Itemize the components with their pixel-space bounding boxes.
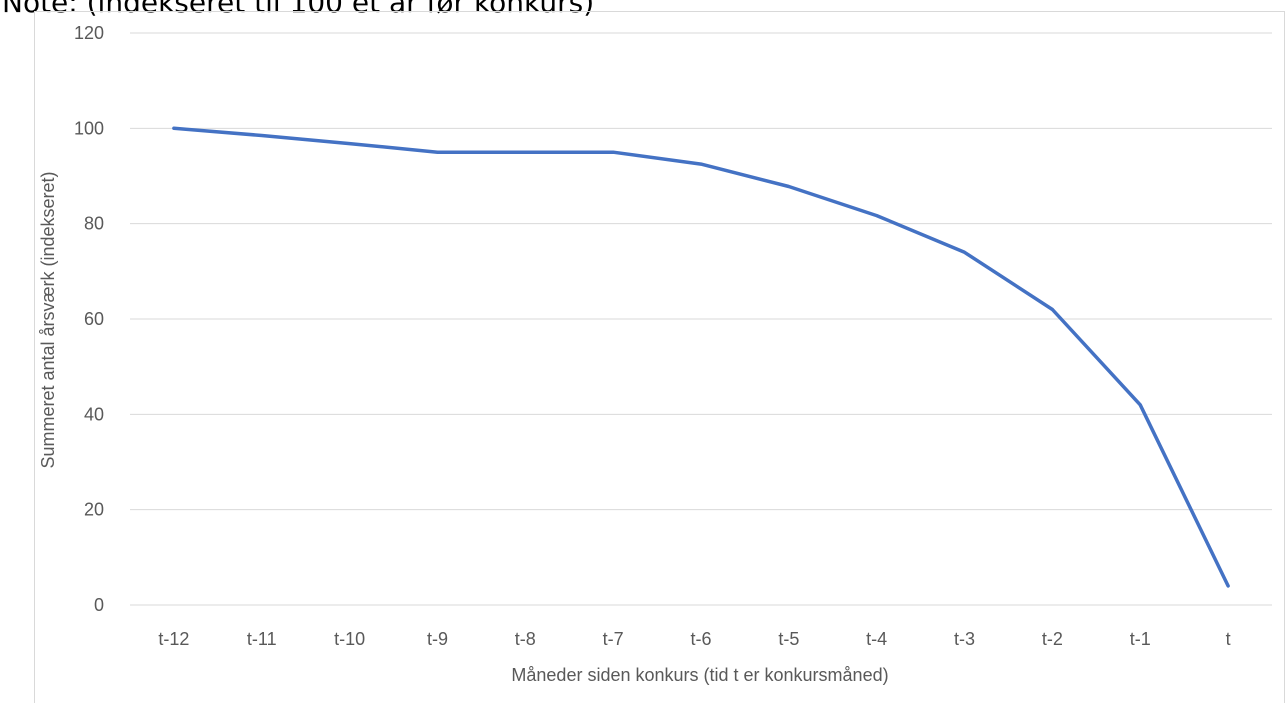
x-axis-title: Måneder siden konkurs (tid t er konkursm… <box>511 665 888 685</box>
chart-note: Note: (indekseret til 100 et år før konk… <box>2 0 595 19</box>
y-tick-label: 100 <box>74 118 104 138</box>
series-lines <box>172 126 1230 588</box>
x-tick-label: t-11 <box>247 629 277 649</box>
gridlines <box>130 32 1272 606</box>
x-tick-label: t-6 <box>690 629 711 649</box>
x-axis-tick-labels: t-12 t-11 t-10 t-9 t-8 t-7 t-6 t-5 t-4 t-3 t-2 t-1 t <box>158 629 1230 649</box>
x-tick-label: t-3 <box>954 629 975 649</box>
series-line-0 <box>172 126 1230 588</box>
y-tick-label: 40 <box>84 404 104 424</box>
y-axis-tick-labels: 0 20 40 60 80 100 120 <box>74 23 104 615</box>
x-tick-label: t-7 <box>603 629 624 649</box>
x-tick-label: t-2 <box>1042 629 1063 649</box>
y-tick-label: 80 <box>84 214 104 234</box>
x-tick-label: t-5 <box>778 629 799 649</box>
x-tick-label: t-9 <box>427 629 448 649</box>
y-tick-label: 20 <box>84 500 104 520</box>
x-tick-label: t-8 <box>515 629 536 649</box>
x-tick-label: t-12 <box>158 629 189 649</box>
y-axis-title: Summeret antal årsværk (indekseret) <box>38 171 58 468</box>
chart-area <box>34 11 1285 703</box>
x-tick-label: t-1 <box>1130 629 1151 649</box>
y-tick-label: 60 <box>84 309 104 329</box>
x-tick-label: t <box>1226 629 1231 649</box>
y-tick-label: 120 <box>74 23 104 43</box>
x-tick-label: t-4 <box>866 629 887 649</box>
x-tick-label: t-10 <box>334 629 365 649</box>
y-tick-label: 0 <box>94 595 104 615</box>
